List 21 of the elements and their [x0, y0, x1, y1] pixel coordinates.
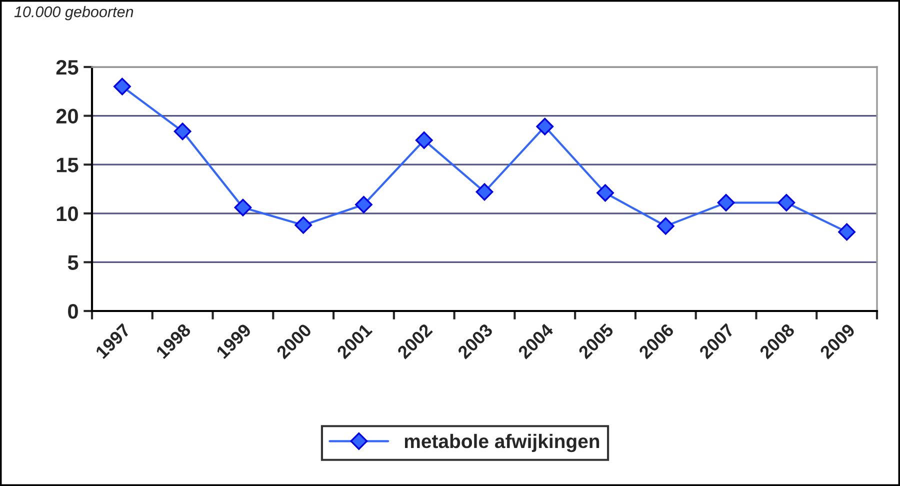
chart-title: 10.000 geboorten	[14, 6, 134, 20]
point	[294, 216, 312, 234]
point	[536, 118, 554, 136]
point	[838, 223, 856, 241]
point	[114, 78, 131, 96]
point	[174, 122, 192, 140]
point	[778, 194, 796, 212]
point	[596, 184, 614, 202]
y-tick-label: 15	[56, 158, 78, 172]
y-tick-label: 5	[68, 255, 78, 270]
point	[717, 194, 735, 212]
y-tick-label: 25	[56, 60, 78, 75]
point	[656, 217, 674, 235]
point	[234, 198, 252, 216]
y-tick-label: 20	[56, 108, 78, 124]
point	[476, 183, 494, 201]
point	[355, 196, 372, 214]
y-tick-label: 0	[68, 304, 78, 319]
y-tick-label: 10	[56, 206, 78, 222]
legend-label: metabole afwijkingen	[404, 434, 600, 452]
point	[415, 132, 433, 149]
